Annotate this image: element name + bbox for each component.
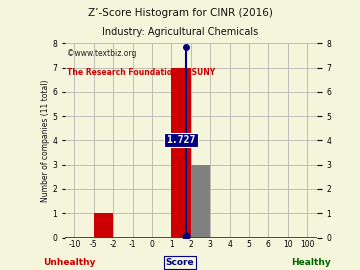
Bar (171, 68, 191, 238)
Text: Industry: Agricultural Chemicals: Industry: Agricultural Chemicals (102, 27, 258, 37)
Text: 1.727: 1.727 (166, 135, 196, 146)
Text: Score: Score (166, 258, 194, 267)
Text: Unhealthy: Unhealthy (43, 258, 96, 267)
Text: Z’-Score Histogram for CINR (2016): Z’-Score Histogram for CINR (2016) (87, 8, 273, 18)
Bar (94, 213, 113, 238)
Text: ©www.textbiz.org: ©www.textbiz.org (67, 49, 137, 58)
Bar (191, 165, 210, 238)
Y-axis label: Number of companies (11 total): Number of companies (11 total) (41, 79, 50, 202)
Text: The Research Foundation of SUNY: The Research Foundation of SUNY (67, 69, 215, 77)
Text: Healthy: Healthy (292, 258, 331, 267)
